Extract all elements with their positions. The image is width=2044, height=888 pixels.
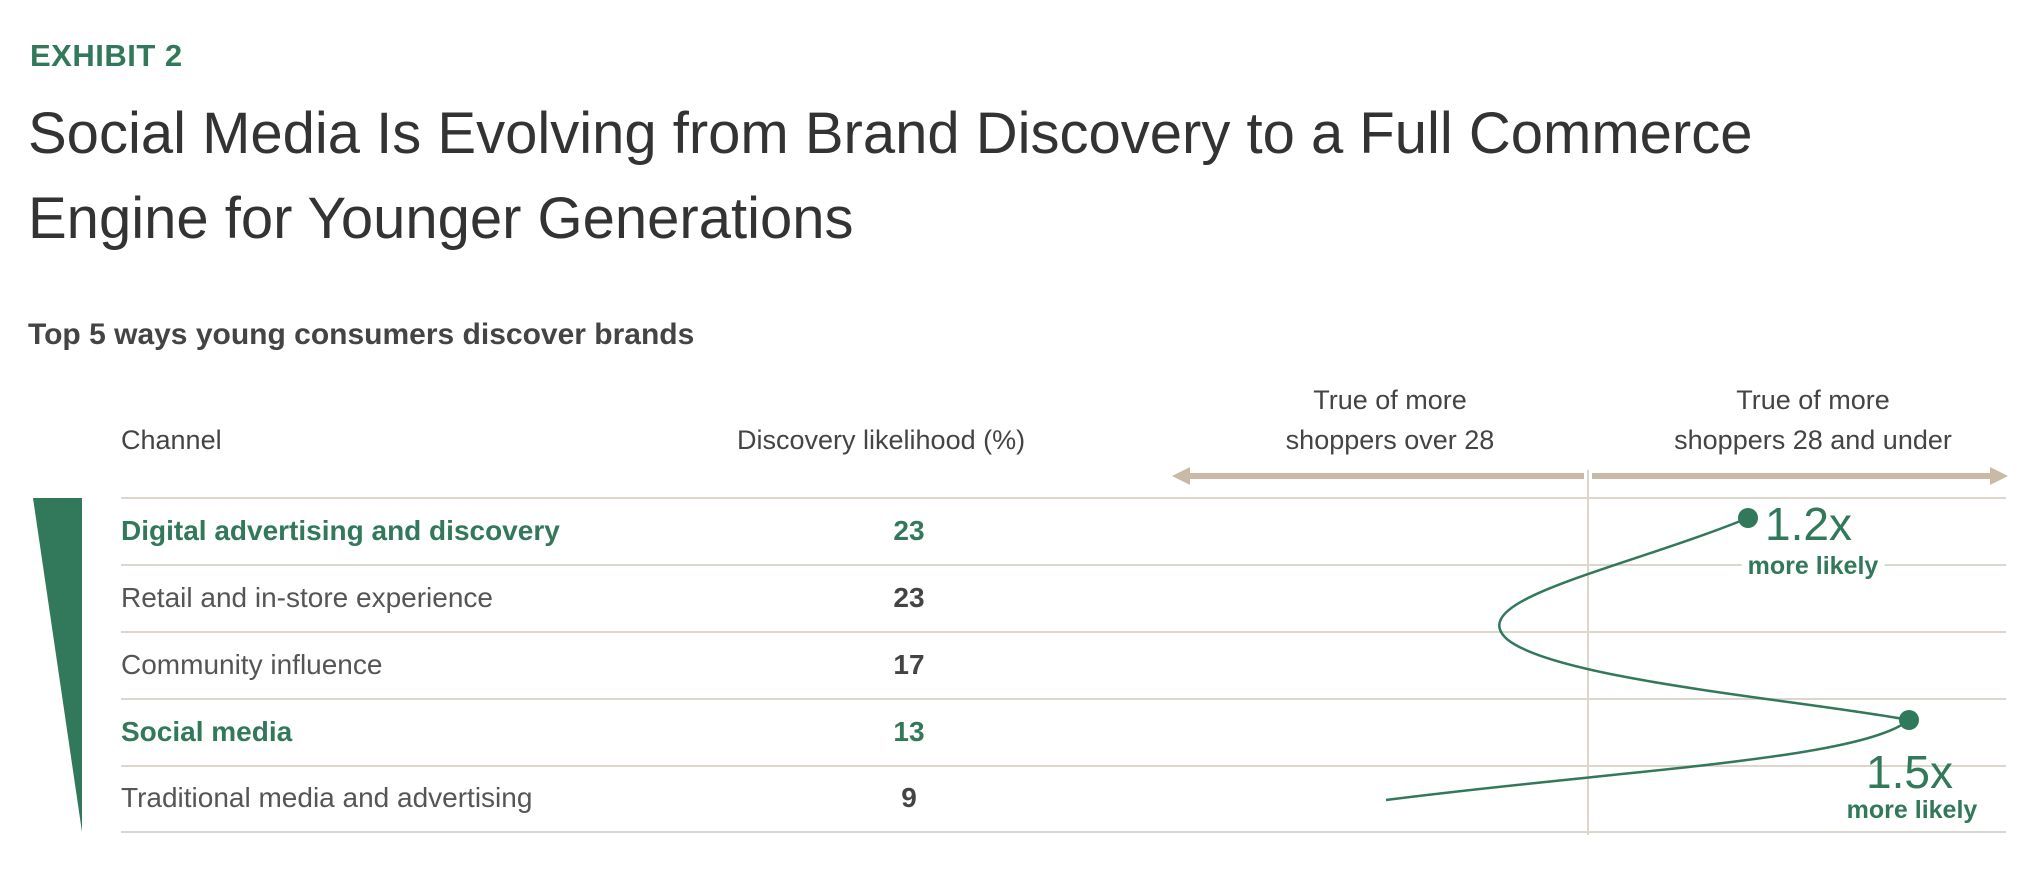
direction-label-over-28: True of more shoppers over 28 <box>1286 380 1495 460</box>
column-header-likelihood: Discovery likelihood (%) <box>737 425 1026 455</box>
direction-label-line: shoppers 28 and under <box>1674 425 1952 455</box>
exhibit-label: EXHIBIT 2 <box>30 38 183 73</box>
row-channel: Traditional media and advertising <box>121 782 533 813</box>
trend-curve <box>1385 516 1912 802</box>
point-social-media <box>1899 710 1919 730</box>
multiplier-note-social: more likely <box>1840 796 1984 825</box>
arrow-left <box>1172 467 1584 485</box>
row-value: 17 <box>893 648 925 680</box>
column-header-channel: Channel <box>121 425 222 455</box>
multiplier-social: 1.5x <box>1866 746 1953 798</box>
row-channel: Social media <box>121 715 293 747</box>
arrow-right <box>1592 467 2008 485</box>
direction-label-line: shoppers over 28 <box>1285 425 1495 455</box>
multiplier-note-digital: more likely <box>1741 552 1885 581</box>
direction-label-line: True of more <box>1736 385 1890 415</box>
direction-label-28-under: True of more shoppers 28 and under <box>1674 380 1952 460</box>
row-value: 13 <box>893 715 925 747</box>
row-value: 23 <box>893 581 925 613</box>
multiplier-digital: 1.2x <box>1765 498 1852 550</box>
chart-subtitle: Top 5 ways young consumers discover bran… <box>28 318 695 351</box>
direction-label-line: True of more <box>1313 385 1467 415</box>
title-line-1: Social Media Is Evolving from Brand Disc… <box>28 101 1753 166</box>
row-channel: Digital advertising and discovery <box>121 514 560 546</box>
row-channel: Retail and in-store experience <box>121 581 493 613</box>
row-value: 9 <box>901 782 917 813</box>
row-value: 23 <box>893 514 925 546</box>
title-line-2: Engine for Younger Generations <box>28 186 854 251</box>
point-digital-advertising <box>1738 508 1758 528</box>
row-channel: Community influence <box>121 648 383 680</box>
rank-wedge <box>33 498 82 832</box>
